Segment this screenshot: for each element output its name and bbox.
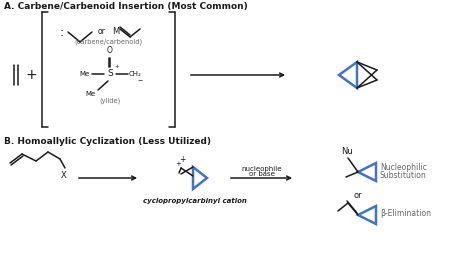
Text: CH₂: CH₂ [129,71,142,77]
Text: or: or [98,28,106,36]
Text: O: O [107,46,113,55]
Text: M: M [112,26,119,35]
Text: +: + [114,64,119,69]
Text: Substitution: Substitution [380,170,427,180]
Text: −: − [137,77,142,82]
Text: A. Carbene/Carbenoid Insertion (Most Common): A. Carbene/Carbenoid Insertion (Most Com… [4,2,248,11]
Text: +: + [175,161,181,167]
Text: or: or [354,191,362,201]
Text: Me: Me [86,91,96,97]
Text: X: X [61,171,67,180]
Text: β-Elimination: β-Elimination [380,208,431,218]
Text: B. Homoallylic Cyclization (Less Utilized): B. Homoallylic Cyclization (Less Utilize… [4,137,211,146]
Text: S: S [107,69,113,79]
Text: (carbene/carbenoid): (carbene/carbenoid) [74,39,142,45]
Text: Nucleophilic: Nucleophilic [380,163,427,171]
Text: cyclopropylcarbinyl cation: cyclopropylcarbinyl cation [143,198,247,204]
Text: +: + [26,68,37,82]
Text: nucleophile: nucleophile [241,166,282,172]
Text: or base: or base [248,171,274,177]
Text: (ylide): (ylide) [100,98,120,104]
Text: Nu: Nu [341,147,353,156]
Text: +: + [179,156,185,164]
Text: Me: Me [80,71,90,77]
Text: :: : [60,25,64,39]
